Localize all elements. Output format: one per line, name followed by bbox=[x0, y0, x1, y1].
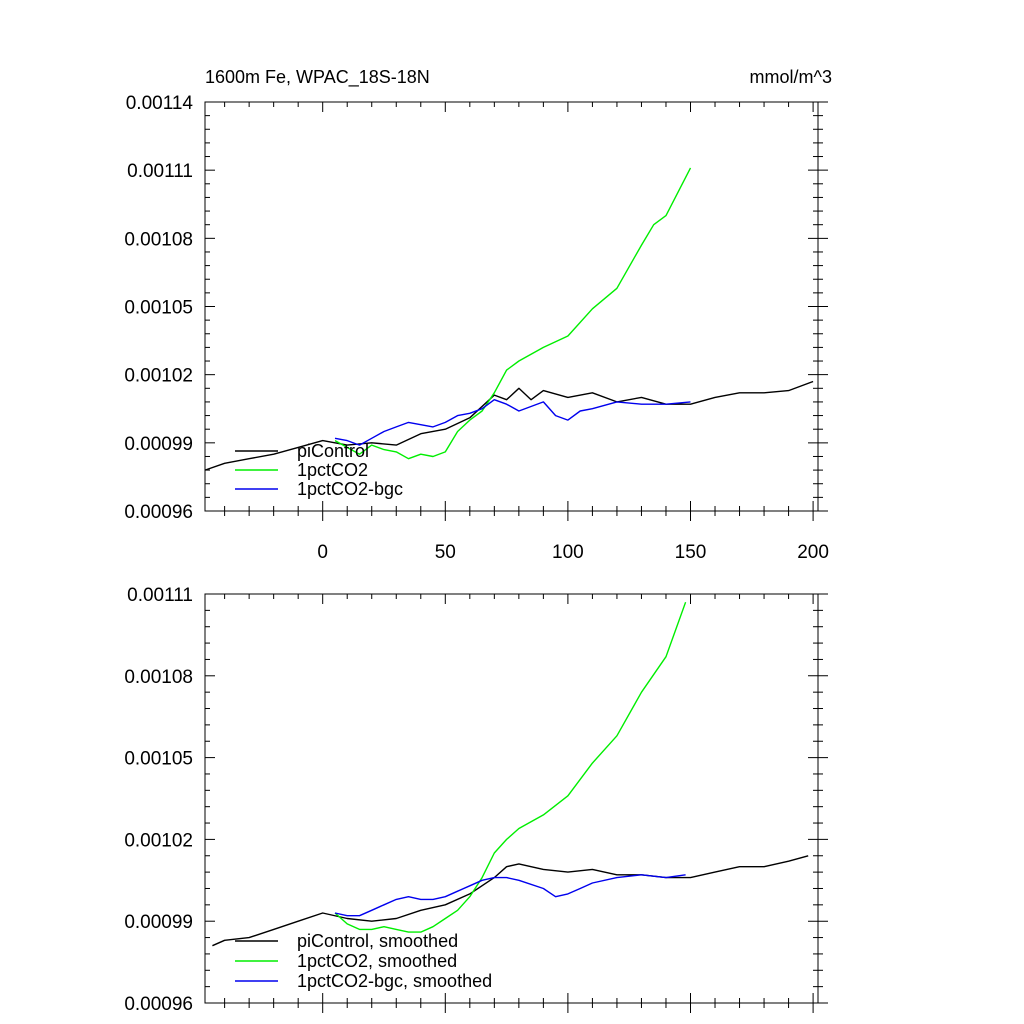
legend-label: 1pctCO2-bgc, smoothed bbox=[297, 971, 492, 991]
y-tick-label: 0.00102 bbox=[124, 830, 193, 851]
series-line-1 bbox=[212, 855, 809, 947]
top-panel: 0 50 100 150 200 0.00096 0.00099 0.00102 0.00105… bbox=[124, 67, 832, 563]
plot-frame bbox=[204, 593, 819, 1004]
y-tick-label: 0.00105 bbox=[124, 749, 193, 770]
y-tick-label: 0.00114 bbox=[126, 93, 194, 114]
x-tick-label: 100 bbox=[552, 542, 584, 563]
x-tick-label: 150 bbox=[675, 542, 707, 563]
bottom-panel: 0.00096 0.00099 0.00102 0.00105 0.00108 0.001… bbox=[124, 585, 828, 1015]
y-tick-label: 0.00096 bbox=[124, 994, 193, 1015]
y-tick-label: 0.00111 bbox=[127, 585, 193, 606]
y-tick-label: 0.00099 bbox=[124, 912, 193, 933]
legend-label: 1pctCO2-bgc bbox=[297, 479, 403, 499]
chart-title: 1600m Fe, WPAC_18S-18N bbox=[205, 67, 430, 88]
y-tick-label: 0.00108 bbox=[124, 667, 193, 688]
x-tick-label: 200 bbox=[797, 542, 829, 563]
x-tick-label: 0 bbox=[317, 542, 328, 563]
y-tick-label: 0.00102 bbox=[124, 366, 193, 387]
y-tick-label: 0.00111 bbox=[127, 161, 193, 182]
y-tick-label: 0.00108 bbox=[124, 229, 193, 250]
y-tick-label: 0.00099 bbox=[124, 434, 193, 455]
y-tick-label: 0.00096 bbox=[124, 502, 193, 523]
chart-units: mmol/m^3 bbox=[750, 67, 832, 87]
series-line-2 bbox=[334, 601, 687, 933]
y-tick-label: 0.00105 bbox=[124, 298, 193, 319]
x-tick-label: 50 bbox=[435, 542, 456, 563]
legend-label: 1pctCO2 bbox=[297, 460, 368, 480]
legend-label: 1pctCO2, smoothed bbox=[297, 951, 457, 971]
series-line-1 bbox=[204, 380, 814, 471]
series-line-2 bbox=[334, 167, 692, 460]
legend-label: piControl bbox=[297, 441, 369, 461]
series-line-3 bbox=[334, 874, 686, 917]
legend-label: piControl, smoothed bbox=[297, 931, 458, 951]
series-line-3 bbox=[334, 399, 691, 446]
